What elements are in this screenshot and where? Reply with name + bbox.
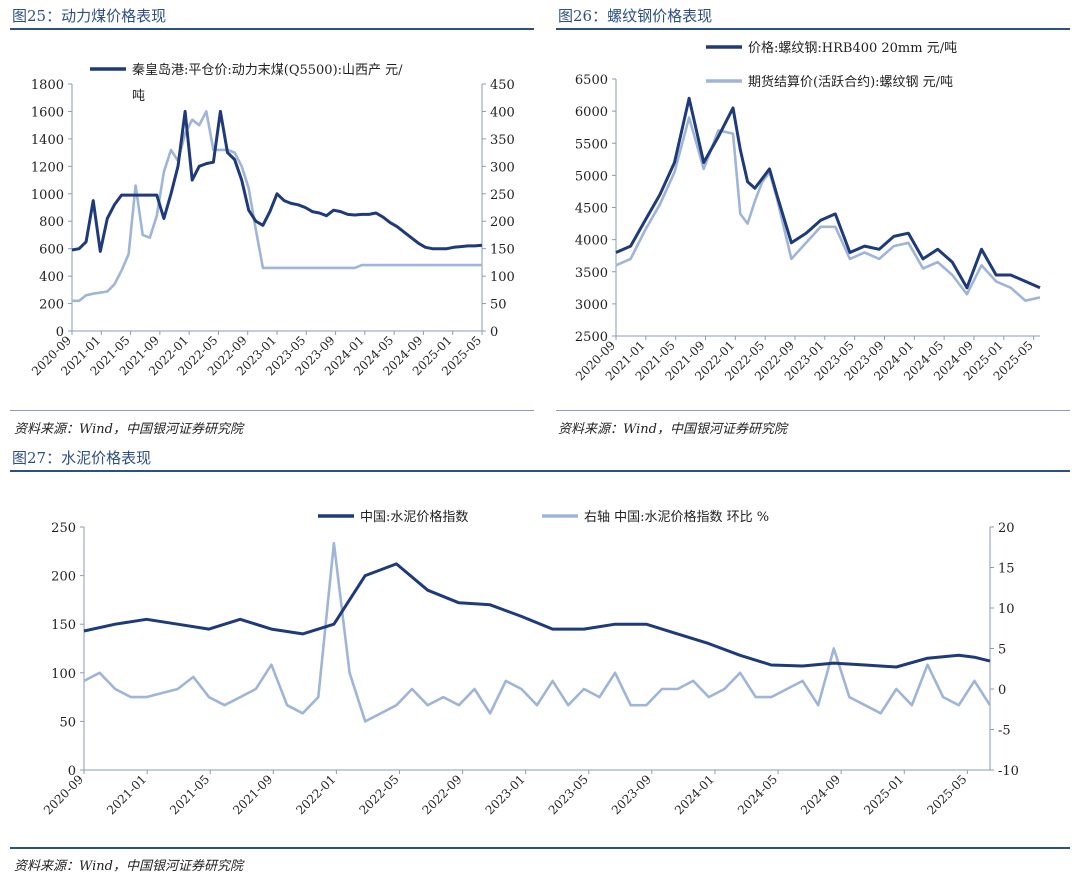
y-left-tick-label: 1000 [31,188,64,203]
y-left-tick-label: 4000 [575,234,608,249]
y-right-tick-label: 50 [490,298,507,313]
series-line-dark [71,109,483,253]
y-right-tick-label: -10 [998,764,1019,779]
y-left-tick-label: 6500 [575,73,608,88]
y-right-tick-label: 10 [998,602,1015,617]
x-tick-label: 2024-05 [735,772,780,817]
y-left-tick-label: 150 [51,618,76,633]
y-right-tick-label: 350 [490,133,515,148]
y-right-tick-label: 150 [490,243,515,258]
y-right-tick-label: 0 [490,325,498,340]
y-left-tick-label: 1200 [31,160,64,175]
y-left-tick-label: 250 [51,521,76,536]
fig27-source: 资料来源：Wind，中国银河证券研究院 [14,859,243,874]
fig26-source-rule [556,410,1070,411]
rebar-legend-futures-label: 期货结算价(活跃合约):螺纹钢 元/吨 [748,74,953,90]
fig26-title-rule [556,28,1070,30]
coal-legend-label: 秦皇岛港:平仓价:动力末煤(Q5500):山西产 元/ [132,62,403,78]
y-right-tick-label: 15 [998,562,1015,577]
y-left-tick-label: 800 [39,215,64,230]
cement-legend-index-label: 中国:水泥价格指数 [360,509,468,525]
series-line-light [83,541,992,723]
y-left-tick-label: 200 [51,570,76,585]
y-left-tick-label: 5000 [575,169,608,184]
fig26-source: 资料来源：Wind，中国银河证券研究院 [558,422,787,437]
y-right-tick-label: 450 [490,78,515,93]
cement-price-chart: 0 50 100 150 200 250 -10 -5 0 5 10 15 20 2020-09 2021-… [41,509,1019,817]
y-left-tick-label: 0 [68,764,76,779]
fig25-title-rule [10,28,534,30]
x-tick-label: 2022-01 [293,772,338,817]
rebar-price-chart: 2500300035004000450050005500600065002020… [573,40,1041,383]
y-right-tick-label: 250 [490,188,515,203]
x-tick-label: 2022-09 [420,772,465,817]
x-tick-label: 2021-05 [167,772,212,817]
x-tick-label: 2024-09 [798,772,843,817]
fig27-title: 图27：水泥价格表现 [12,449,152,467]
coal-price-chart: 0 200 400 600 800 1000 1200 1400 1600 1800 0 50 100 1… [29,62,515,378]
fig26-title: 图26：螺纹钢价格表现 [558,7,713,25]
coal-legend-label-line2: 吨 [132,89,145,104]
y-left-tick-label: 0 [56,325,64,340]
x-tick-label: 2021-01 [104,772,149,817]
cement-legend-mom-label: 右轴 中国:水泥价格指数 环比 % [584,509,769,525]
y-right-tick-label: 5 [998,643,1006,658]
y-left-tick-label: 200 [39,298,64,313]
y-left-tick-label: 100 [51,667,76,682]
y-right-tick-label: 100 [490,270,515,285]
y-left-tick-label: 400 [39,270,64,285]
rebar-legend-spot-label: 价格:螺纹钢:HRB400 20mm 元/吨 [748,40,957,56]
x-tick-label: 2023-05 [546,772,591,817]
y-right-tick-label: 200 [490,215,515,230]
y-left-tick-label: 50 [59,715,76,730]
y-left-tick-label: 600 [39,243,64,258]
fig27-title-rule [10,470,1070,472]
x-tick-label: 2025-05 [924,772,969,817]
y-right-tick-label: 400 [490,105,515,120]
x-tick-label: 2020-09 [41,772,86,817]
y-left-tick-label: 2500 [575,330,608,345]
fig25-source: 资料来源：Wind，中国银河证券研究院 [14,422,243,437]
y-left-tick-label: 1600 [31,105,64,120]
fig25-title: 图25：动力煤价格表现 [12,7,167,25]
x-tick-label: 2021-09 [230,772,275,817]
fig27-source-rule [10,847,1070,849]
y-left-tick-label: 1800 [31,78,64,93]
series-line-dark [83,562,991,669]
y-left-tick-label: 5500 [575,137,608,152]
series-line-light [72,110,482,303]
x-tick-label: 2022-05 [356,772,401,817]
y-left-tick-label: 3500 [575,266,608,281]
x-tick-label: 2023-09 [609,772,654,817]
y-left-tick-label: 4500 [575,202,608,217]
y-right-tick-label: 300 [490,160,515,175]
x-tick-label: 2024-01 [672,772,717,817]
series-line-dark [615,96,1041,290]
x-tick-label: 2025-01 [861,772,906,817]
y-left-tick-label: 1400 [31,133,64,148]
fig25-source-rule [10,410,534,411]
y-left-tick-label: 6000 [575,105,608,120]
y-left-tick-label: 3000 [575,298,608,313]
y-right-tick-label: 20 [998,521,1015,536]
series-line-light [615,116,1041,303]
y-right-tick-label: 0 [998,683,1006,698]
x-tick-label: 2023-01 [483,772,528,817]
y-right-tick-label: -5 [998,724,1011,739]
